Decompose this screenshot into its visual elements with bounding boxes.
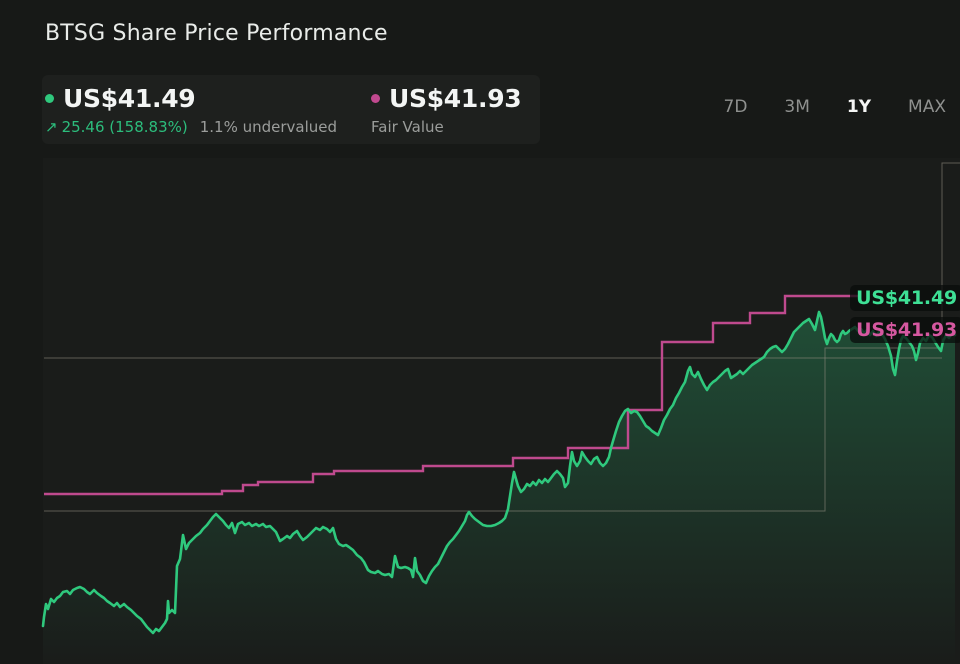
fair-value-label: Fair Value xyxy=(371,118,444,136)
price-label-current: US$41.49 xyxy=(850,285,960,311)
current-price-metric: US$41.49 ↗ 25.46 (158.83%) 1.1% underval… xyxy=(45,84,337,136)
range-3m[interactable]: 3M xyxy=(784,97,810,117)
range-7d[interactable]: 7D xyxy=(723,97,748,117)
valuation-status: 1.1% undervalued xyxy=(199,118,338,136)
range-max[interactable]: MAX xyxy=(908,97,946,117)
valuation-band-step xyxy=(44,162,960,512)
share-price-line xyxy=(41,310,957,635)
page-title: BTSG Share Price Performance xyxy=(45,21,388,46)
price-change-value: 25.46 (158.83%) xyxy=(61,118,188,136)
share-price-dot-icon xyxy=(45,94,54,103)
current-price-value: US$41.49 xyxy=(63,84,196,113)
fair-value-dot-icon xyxy=(371,94,380,103)
range-1y[interactable]: 1Y xyxy=(846,97,872,117)
price-change: ↗ 25.46 (158.83%) xyxy=(45,118,188,136)
range-selector: 7D 3M 1Y MAX xyxy=(724,97,946,117)
price-label-fair: US$41.93 xyxy=(850,317,960,343)
fair-value-amount: US$41.93 xyxy=(389,84,522,113)
fair-value-line xyxy=(44,294,860,496)
fair-value-metric: US$41.93 Fair Value xyxy=(371,84,522,136)
up-arrow-icon: ↗ xyxy=(45,118,58,136)
price-area-fill xyxy=(43,312,955,664)
